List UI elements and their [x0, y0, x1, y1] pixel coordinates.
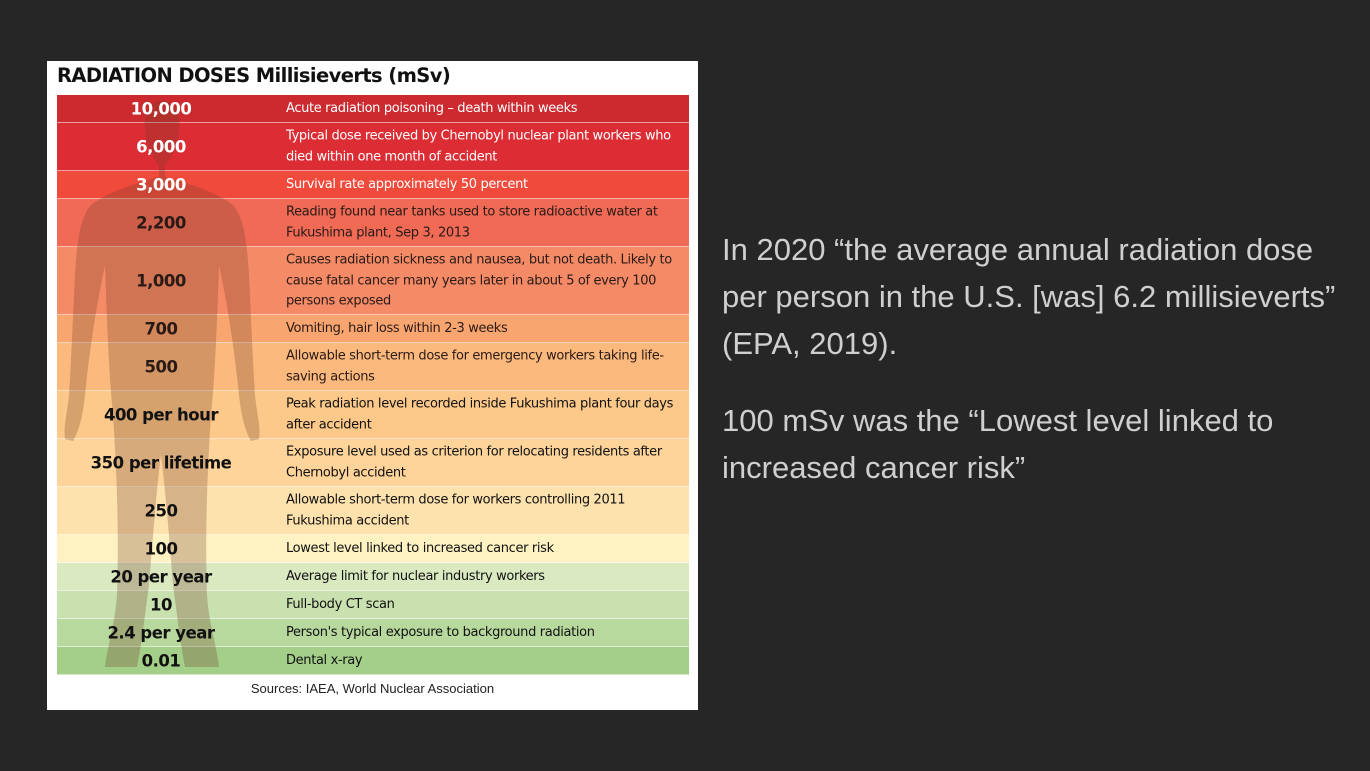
dose-row [57, 563, 689, 591]
dose-description: Peak radiation level recorded inside Fuk… [286, 396, 674, 433]
dose-value: 10 [150, 595, 172, 615]
dose-row [57, 487, 689, 535]
dose-description: Dental x-ray [286, 652, 363, 668]
infographic-title: RADIATION DOSES Millisieverts (mSv) [57, 64, 451, 87]
dose-row [57, 171, 689, 199]
dose-value: 0.01 [141, 651, 181, 671]
dose-description: Acute radiation poisoning – death within… [286, 100, 578, 116]
dose-value: 2,200 [136, 213, 186, 233]
dose-description: Vomiting, hair loss within 2-3 weeks [286, 320, 508, 336]
dose-value: 20 per year [110, 567, 212, 587]
sources-caption: Sources: IAEA, World Nuclear Association [250, 681, 495, 696]
dose-value: 6,000 [136, 137, 186, 157]
dose-row [57, 439, 689, 487]
dose-description: Average limit for nuclear industry worke… [286, 568, 545, 584]
dose-description: Causes radiation sickness and nausea, bu… [286, 252, 672, 309]
dose-value: 350 per lifetime [90, 453, 232, 473]
dose-row [57, 343, 689, 391]
dose-row [57, 591, 689, 619]
epa-annual-dose-note: In 2020 “the average annual radiation do… [722, 232, 1336, 361]
dose-description: Full-body CT scan [286, 596, 395, 612]
dose-row [57, 619, 689, 647]
dose-row [57, 123, 689, 171]
dose-description: Reading found near tanks used to store r… [286, 204, 658, 241]
dose-row [57, 199, 689, 247]
dose-value: 500 [144, 357, 178, 377]
dose-description: Exposure level used as criterion for rel… [286, 444, 662, 481]
dose-description: Allowable short-term dose for emergency … [286, 348, 664, 385]
dose-value: 1,000 [136, 271, 186, 291]
dose-description: Typical dose received by Chernobyl nucle… [286, 128, 671, 165]
dose-row [57, 391, 689, 439]
dose-value: 400 per hour [103, 405, 219, 425]
dose-row [57, 647, 689, 675]
dose-value: 250 [144, 501, 178, 521]
dose-value: 3,000 [136, 175, 186, 195]
dose-description: Survival rate approximately 50 percent [286, 176, 528, 192]
dose-description: Allowable short-term dose for workers co… [286, 492, 626, 529]
dose-description: Lowest level linked to increased cancer … [286, 540, 554, 556]
dose-description: Person's typical exposure to background … [286, 624, 595, 640]
dose-table: 10,000 Acute radiation poisoning – death … [57, 95, 689, 675]
dose-row [57, 95, 689, 123]
dose-value: 10,000 [130, 99, 192, 119]
dose-row [57, 315, 689, 343]
dose-row [57, 247, 689, 315]
dose-value: 2.4 per year [107, 623, 215, 643]
dose-row [57, 535, 689, 563]
cancer-risk-note: 100 mSv was the “Lowest level linked to … [722, 403, 1274, 485]
dose-value: 700 [144, 319, 178, 339]
radiation-doses-infographic: RADIATION DOSES Millisieverts (mSv) 10,0… [47, 61, 698, 710]
dose-value: 100 [144, 539, 178, 559]
